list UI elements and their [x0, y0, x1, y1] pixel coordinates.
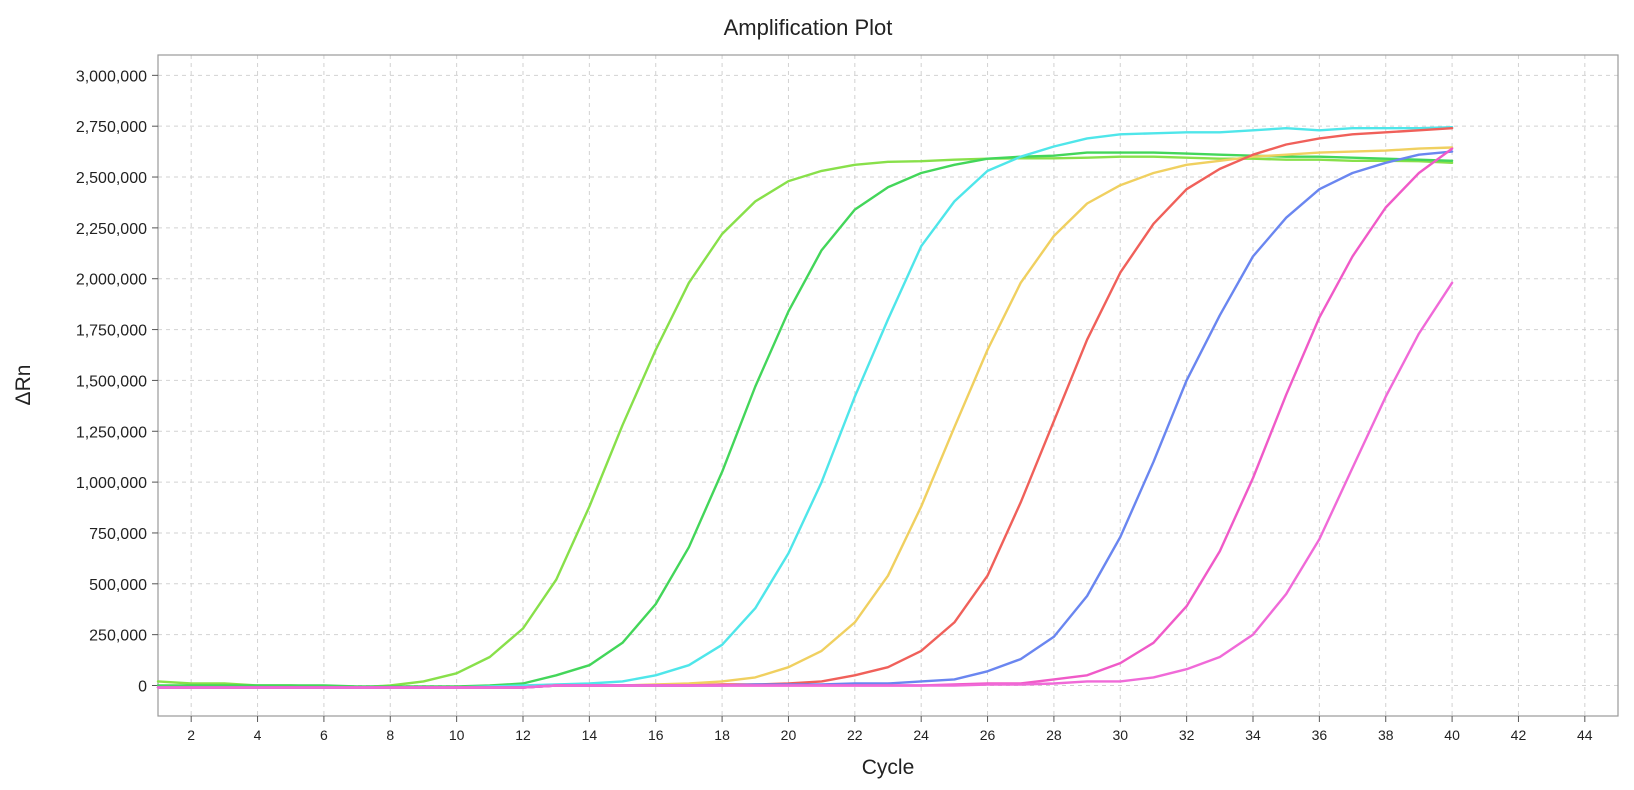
- series-line-light-green: [156, 155, 1454, 689]
- x-tick-label: 30: [1112, 727, 1128, 743]
- y-tick-label: 0: [138, 678, 147, 695]
- x-axis-ticks: 2 4 6 8 10 12 14 16 18 20 22 24 26 28 30 32 34 36 38 40 42 44: [187, 716, 1593, 743]
- y-tick-label: 500,000: [89, 577, 147, 594]
- x-tick-label: 2: [187, 727, 195, 743]
- series-lines: [156, 125, 1454, 689]
- gridlines: [158, 55, 1618, 716]
- x-tick-label: 38: [1378, 727, 1394, 743]
- x-tick-label: 44: [1577, 727, 1593, 743]
- x-tick-label: 26: [980, 727, 996, 743]
- x-tick-label: 8: [386, 727, 394, 743]
- chart-title: Amplification Plot: [724, 15, 893, 40]
- y-tick-label: 1,250,000: [76, 424, 147, 441]
- x-axis-label: Cycle: [862, 756, 915, 779]
- x-tick-label: 34: [1245, 727, 1261, 743]
- x-tick-label: 40: [1444, 727, 1460, 743]
- x-tick-label: 18: [714, 727, 730, 743]
- y-tick-label: 1,500,000: [76, 373, 147, 390]
- plot-frame: [157, 54, 1619, 717]
- y-tick-label: 2,750,000: [76, 119, 147, 136]
- x-tick-label: 4: [254, 727, 262, 743]
- y-tick-label: 1,000,000: [76, 475, 147, 492]
- y-tick-label: 1,750,000: [76, 323, 147, 340]
- y-tick-label: 2,500,000: [76, 170, 147, 187]
- series-line-green: [156, 151, 1454, 688]
- x-tick-label: 16: [648, 727, 664, 743]
- x-tick-label: 14: [582, 727, 598, 743]
- y-tick-label: 2,250,000: [76, 221, 147, 238]
- x-tick-label: 10: [449, 727, 465, 743]
- x-tick-label: 32: [1179, 727, 1195, 743]
- x-tick-label: 6: [320, 727, 328, 743]
- series-line-blue: [156, 150, 1454, 689]
- x-tick-label: 24: [913, 727, 929, 743]
- x-tick-label: 22: [847, 727, 863, 743]
- x-tick-label: 28: [1046, 727, 1062, 743]
- y-tick-label: 3,000,000: [76, 68, 147, 85]
- series-line-cyan: [156, 125, 1454, 689]
- series-line-pink: [156, 281, 1454, 689]
- series-line-magenta: [156, 147, 1454, 689]
- y-tick-label: 750,000: [89, 526, 147, 543]
- y-axis-ticks: 0 250,000 500,000 750,000 1,000,000 1,250,000…: [76, 68, 158, 695]
- x-tick-label: 36: [1312, 727, 1328, 743]
- x-tick-label: 42: [1511, 727, 1527, 743]
- series-line-yellow: [156, 146, 1454, 689]
- y-axis-label: ΔRn: [12, 365, 35, 406]
- y-tick-label: 250,000: [89, 628, 147, 645]
- x-tick-label: 20: [781, 727, 797, 743]
- y-tick-label: 2,000,000: [76, 272, 147, 289]
- series-line-red: [156, 126, 1454, 689]
- x-tick-label: 12: [515, 727, 531, 743]
